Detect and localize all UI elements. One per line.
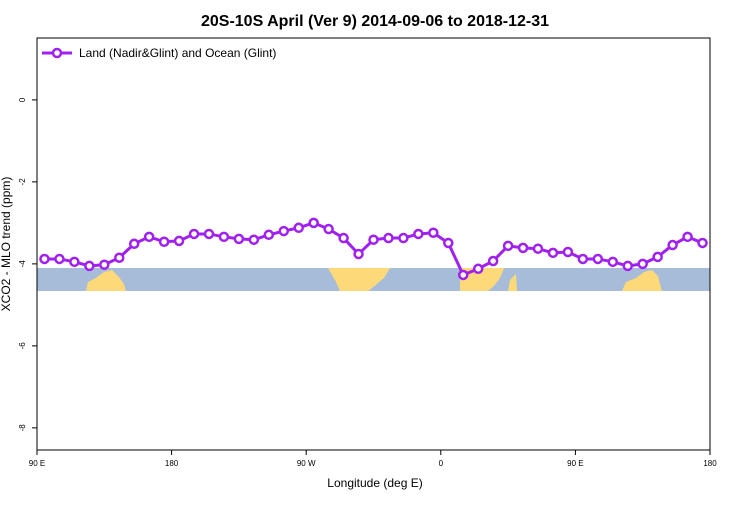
y-tick-label: 0: [18, 97, 27, 102]
x-tick-label: 0: [439, 459, 444, 468]
point: [114, 252, 125, 263]
point: [203, 228, 215, 240]
point: [697, 237, 708, 249]
point: [218, 231, 230, 243]
point: [263, 229, 275, 241]
point: [84, 260, 95, 272]
plot-frame: [36, 37, 711, 451]
point: [443, 237, 454, 249]
chart-title: 20S-10S April (Ver 9) 2014-09-06 to 2018…: [201, 13, 549, 30]
point: [368, 234, 379, 245]
y-tick-label: -4: [18, 260, 27, 268]
legend-label: Land (Nadir&Glint) and Ocean (Glint): [79, 46, 276, 60]
x-tick-label: 90 W: [297, 459, 316, 468]
y-tick-label: -8: [18, 424, 27, 432]
point: [592, 253, 604, 265]
point: [547, 247, 559, 259]
point: [278, 225, 290, 237]
point: [248, 234, 260, 245]
point: [398, 232, 409, 244]
point: [517, 242, 529, 254]
point: [188, 228, 200, 240]
x-tick-label: 180: [703, 459, 717, 468]
point: [128, 238, 140, 250]
land: [622, 270, 662, 291]
land: [460, 268, 504, 291]
point: [682, 231, 693, 243]
point: [39, 253, 50, 265]
point: [143, 231, 155, 243]
point: [353, 248, 364, 260]
x-tick-label: 90 E: [29, 459, 45, 468]
point: [487, 255, 499, 267]
point: [622, 260, 633, 272]
map-strip: [37, 268, 710, 291]
point: [158, 236, 170, 247]
x-tick-label: 180: [165, 459, 179, 468]
point: [293, 222, 304, 234]
point: [637, 258, 648, 270]
point: [233, 233, 245, 245]
y-axis-label: XCO2 - MLO trend (ppm): [0, 177, 13, 312]
point: [532, 243, 544, 254]
point: [457, 269, 469, 281]
point: [428, 227, 439, 238]
point: [413, 228, 424, 240]
point: [338, 232, 349, 244]
point: [502, 240, 514, 252]
land: [86, 270, 126, 291]
y-tick-label: -6: [18, 342, 27, 350]
point: [69, 256, 80, 268]
point: [562, 246, 574, 258]
point: [383, 232, 394, 244]
point: [472, 263, 484, 275]
point: [99, 259, 110, 270]
x-axis-label: Longitude (deg E): [327, 476, 422, 490]
point: [54, 253, 65, 265]
point: [173, 235, 185, 247]
point: [652, 251, 663, 263]
land: [328, 268, 390, 291]
point: [667, 239, 678, 251]
point: [577, 253, 589, 265]
point: [323, 223, 334, 235]
land: [508, 274, 517, 291]
y-tick-label: -2: [18, 178, 27, 186]
legend-marker: [51, 47, 63, 59]
point: [308, 217, 319, 229]
point: [607, 256, 619, 268]
x-tick-label: 90 E: [567, 459, 583, 468]
